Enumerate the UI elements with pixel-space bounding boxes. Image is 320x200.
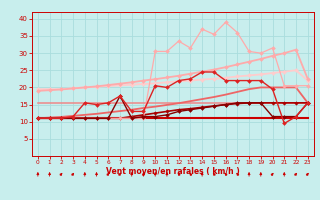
X-axis label: Vent moyen/en rafales ( km/h ): Vent moyen/en rafales ( km/h ) <box>106 167 240 176</box>
